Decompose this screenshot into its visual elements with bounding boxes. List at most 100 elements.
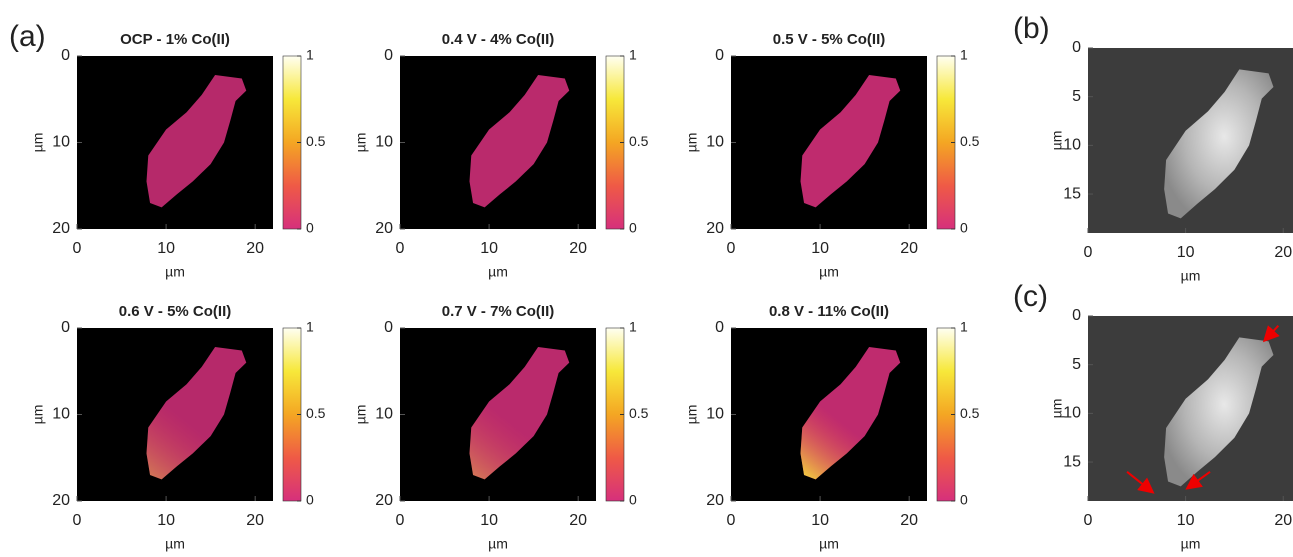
chart-title: OCP - 1% Co(II) (120, 31, 230, 48)
y-axis-label: µm (353, 405, 369, 425)
x-tick-label: 10 (811, 240, 829, 257)
panel-label: (a) (9, 20, 46, 53)
y-tick-label: 0 (715, 319, 724, 336)
y-axis-label: µm (684, 133, 700, 153)
y-tick-label: 20 (52, 492, 70, 509)
x-tick-label: 10 (480, 512, 498, 529)
x-tick-label: 20 (246, 240, 264, 257)
colorbar-tick-label: 0 (960, 492, 968, 508)
x-tick-label: 10 (811, 512, 829, 529)
particle-map (469, 75, 570, 208)
y-tick-label: 10 (706, 134, 724, 151)
y-tick-label: 10 (375, 406, 393, 423)
y-tick-label: 0 (715, 47, 724, 64)
x-tick-label: 10 (157, 512, 175, 529)
y-axis-label: µm (684, 405, 700, 425)
colorbar-tick-label: 0.5 (306, 133, 326, 149)
y-tick-label: 20 (375, 492, 393, 509)
colorbar-tick-label: 1 (306, 47, 314, 63)
y-axis-label: µm (30, 405, 46, 425)
x-tick-label: 0 (396, 512, 405, 529)
y-tick-label: 10 (706, 406, 724, 423)
x-tick-label: 10 (157, 240, 175, 257)
colorbar-tick-label: 0.5 (629, 405, 649, 421)
x-tick-label: 0 (727, 240, 736, 257)
y-tick-label: 10 (1063, 137, 1081, 154)
x-axis-label: µm (1181, 268, 1201, 284)
y-tick-label: 5 (1072, 356, 1081, 373)
x-tick-label: 0 (1084, 512, 1093, 529)
y-tick-label: 10 (1063, 405, 1081, 422)
chart-title: 0.4 V - 4% Co(II) (442, 31, 555, 48)
colorbar-tick-label: 0.5 (960, 133, 980, 149)
x-axis-label: µm (165, 536, 185, 552)
red-arrow (1185, 470, 1211, 490)
colorbar-tick-label: 1 (629, 47, 637, 63)
particle-hot (146, 347, 247, 480)
colorbar-tick-label: 1 (960, 47, 968, 63)
particle-image (1164, 337, 1274, 487)
chart-title: 0.7 V - 7% Co(II) (442, 303, 555, 320)
colorbar-tick-label: 0.5 (960, 405, 980, 421)
particle-image (1164, 69, 1274, 219)
y-tick-label: 20 (375, 220, 393, 237)
x-tick-label: 10 (1177, 244, 1195, 261)
x-axis-label: µm (488, 264, 508, 280)
y-axis-label: µm (1049, 399, 1065, 419)
x-tick-label: 20 (900, 240, 918, 257)
x-tick-label: 20 (569, 512, 587, 529)
colorbar-tick-label: 0 (306, 492, 314, 508)
colorbar-tick-label: 1 (306, 319, 314, 335)
y-tick-label: 20 (52, 220, 70, 237)
panel-label: (b) (1013, 12, 1050, 45)
colorbar-tick-label: 0 (629, 220, 637, 236)
colorbar-tick-label: 0.5 (629, 133, 649, 149)
y-tick-label: 0 (384, 319, 393, 336)
y-tick-label: 20 (706, 492, 724, 509)
colorbar-tick-label: 1 (629, 319, 637, 335)
y-tick-label: 0 (61, 319, 70, 336)
x-tick-label: 20 (246, 512, 264, 529)
y-tick-label: 15 (1063, 453, 1081, 470)
particle-map (146, 75, 247, 208)
y-tick-label: 0 (384, 47, 393, 64)
colorbar-tick-label: 0 (629, 492, 637, 508)
particle-hot (469, 347, 570, 480)
y-tick-label: 10 (52, 134, 70, 151)
colorbar-tick-label: 0 (960, 220, 968, 236)
x-axis-label: µm (819, 536, 839, 552)
y-tick-label: 5 (1072, 88, 1081, 105)
x-axis-label: µm (165, 264, 185, 280)
x-tick-label: 10 (480, 240, 498, 257)
red-arrow (1126, 471, 1155, 494)
y-tick-label: 20 (706, 220, 724, 237)
x-axis-label: µm (819, 264, 839, 280)
x-tick-label: 20 (569, 240, 587, 257)
y-axis-label: µm (30, 133, 46, 153)
y-tick-label: 0 (1072, 39, 1081, 56)
x-axis-label: µm (488, 536, 508, 552)
y-tick-label: 0 (61, 47, 70, 64)
particle-map (800, 75, 901, 208)
colorbar-tick-label: 0.5 (306, 405, 326, 421)
panel-label: (c) (1013, 280, 1048, 313)
chart-title: 0.6 V - 5% Co(II) (119, 303, 232, 320)
colorbar-tick-label: 1 (960, 319, 968, 335)
x-tick-label: 0 (727, 512, 736, 529)
y-tick-label: 15 (1063, 185, 1081, 202)
y-axis-label: µm (353, 133, 369, 153)
x-tick-label: 0 (396, 240, 405, 257)
chart-title: 0.8 V - 11% Co(II) (769, 303, 889, 320)
particle-hot (800, 347, 901, 480)
chart-title: 0.5 V - 5% Co(II) (773, 31, 886, 48)
x-tick-label: 0 (73, 240, 82, 257)
y-tick-label: 10 (52, 406, 70, 423)
x-tick-label: 20 (900, 512, 918, 529)
colorbar-tick-label: 0 (306, 220, 314, 236)
x-tick-label: 20 (1274, 512, 1292, 529)
x-tick-label: 0 (1084, 244, 1093, 261)
x-tick-label: 20 (1274, 244, 1292, 261)
x-tick-label: 0 (73, 512, 82, 529)
